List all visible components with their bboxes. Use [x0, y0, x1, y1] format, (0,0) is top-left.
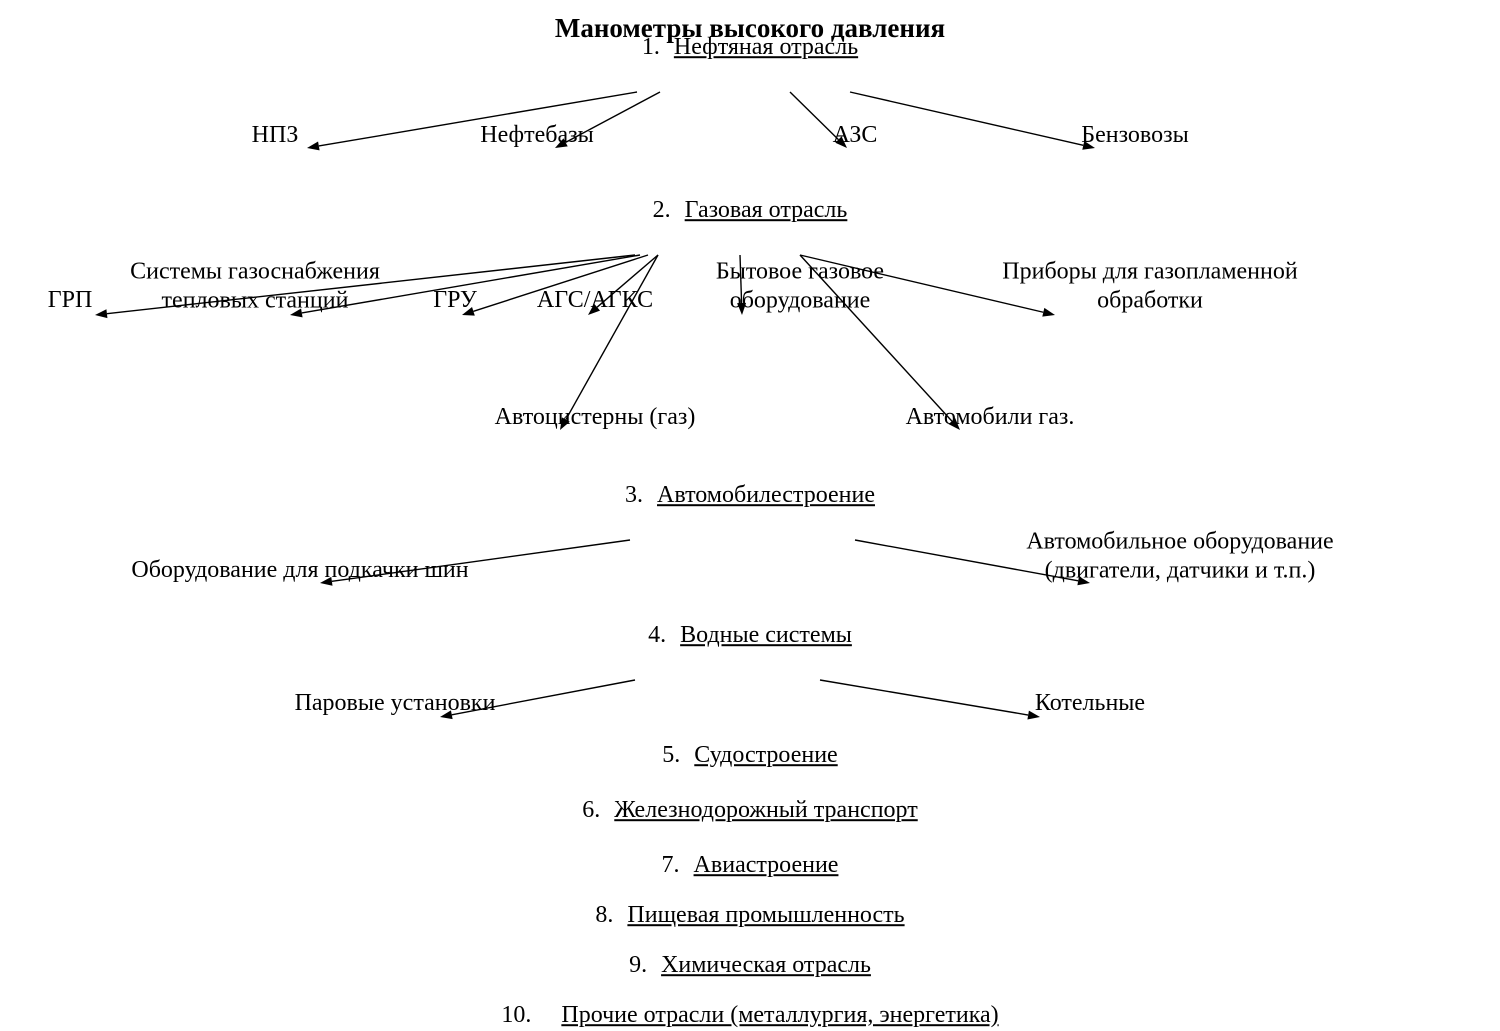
node-n2: 2. Газовая отрасль: [653, 196, 848, 225]
node-label-n5: Судостроение: [694, 742, 837, 768]
node-n3: 3. Автомобилестроение: [625, 481, 875, 510]
node-label-n7: Авиастроение: [694, 852, 839, 878]
node-number-n6: 6.: [582, 797, 600, 823]
node-n4b: Котельные: [1035, 689, 1145, 718]
node-label-n2b: Системы газоснабжения тепловых станций: [130, 258, 380, 313]
node-n1a: НПЗ: [252, 121, 299, 150]
node-label-n3b: Автомобильное оборудование (двигатели, д…: [1026, 528, 1333, 583]
node-n1b: Нефтебазы: [480, 121, 593, 150]
node-label-n2g: Автоцистерны (газ): [495, 404, 696, 430]
node-label-n4: Водные системы: [680, 622, 852, 648]
node-n5: 5. Судостроение: [662, 741, 837, 770]
node-number-n2: 2.: [653, 197, 671, 223]
node-label-n9: Химическая отрасль: [661, 952, 871, 978]
node-number-n9: 9.: [629, 952, 647, 978]
node-number-n4: 4.: [648, 622, 666, 648]
node-n4: 4. Водные системы: [648, 621, 852, 650]
node-label-n8: Пищевая промышленность: [627, 902, 904, 928]
node-n9: 9. Химическая отрасль: [629, 951, 871, 980]
node-n2c: ГРУ: [433, 286, 477, 315]
edge-head-4: [95, 309, 107, 318]
node-number-n7: 7.: [662, 852, 680, 878]
node-n4a: Паровые установки: [295, 689, 496, 718]
node-label-n4a: Паровые установки: [295, 690, 496, 716]
node-label-n3a: Оборудование для подкачки шин: [131, 557, 468, 583]
node-label-n2a: ГРП: [48, 287, 93, 313]
node-number-n1: 1.: [642, 34, 660, 60]
node-n2b: Системы газоснабжения тепловых станций: [130, 257, 380, 315]
node-label-n6: Железнодорожный транспорт: [614, 797, 917, 823]
node-label-n1: Нефтяная отрасль: [674, 34, 858, 60]
edge-head-0: [307, 142, 320, 151]
node-n2h: Автомобили газ.: [906, 403, 1075, 432]
node-n2d: АГС/АГКС: [537, 286, 653, 315]
edge-15: [820, 680, 1028, 715]
edge-3: [850, 92, 1083, 145]
node-n2f: Приборы для газопламенной обработки: [1002, 257, 1297, 315]
node-number-n3: 3.: [625, 482, 643, 508]
node-label-n1b: Нефтебазы: [480, 122, 593, 148]
node-n2e: Бытовое газовое оборудование: [716, 257, 884, 315]
node-n1: 1. Нефтяная отрасль: [642, 33, 858, 62]
node-n1c: АЗС: [833, 121, 878, 150]
node-n3b: Автомобильное оборудование (двигатели, д…: [1026, 527, 1333, 585]
node-label-n4b: Котельные: [1035, 690, 1145, 716]
node-n2a: ГРП: [48, 286, 93, 315]
node-n7: 7. Авиастроение: [662, 851, 839, 880]
node-label-n1c: АЗС: [833, 122, 878, 148]
node-number-n8: 8.: [595, 902, 613, 928]
diagram-stage: Манометры высокого давления1.Нефтяная от…: [0, 0, 1500, 1031]
node-n2g: Автоцистерны (газ): [495, 403, 696, 432]
node-label-n2: Газовая отрасль: [685, 197, 848, 223]
node-label-n2c: ГРУ: [433, 287, 477, 313]
node-label-n2e: Бытовое газовое оборудование: [716, 258, 884, 313]
node-label-n2d: АГС/АГКС: [537, 287, 653, 313]
node-label-n1a: НПЗ: [252, 122, 299, 148]
node-number-n10: 10.: [501, 1002, 531, 1028]
node-label-n2f: Приборы для газопламенной обработки: [1002, 258, 1297, 313]
node-n8: 8. Пищевая промышленность: [595, 901, 904, 930]
edge-2: [790, 92, 838, 140]
node-n6: 6. Железнодорожный транспорт: [582, 796, 917, 825]
node-label-n1d: Бензовозы: [1081, 122, 1188, 148]
node-number-n5: 5.: [662, 742, 680, 768]
node-label-n10: Прочие отрасли (металлургия, энергетика): [561, 1002, 998, 1028]
node-label-n2h: Автомобили газ.: [906, 404, 1075, 430]
node-n3a: Оборудование для подкачки шин: [131, 556, 468, 585]
node-label-n3: Автомобилестроение: [657, 482, 875, 508]
node-n10: 10. Прочие отрасли (металлургия, энергети…: [501, 1001, 998, 1030]
edge-10: [566, 255, 658, 420]
node-n1d: Бензовозы: [1081, 121, 1188, 150]
